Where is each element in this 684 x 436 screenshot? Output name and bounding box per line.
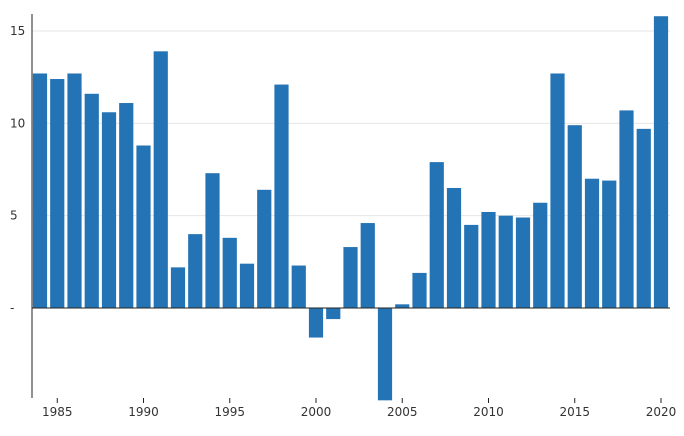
bar-2008 <box>446 187 462 308</box>
y-tick-label-0: - <box>10 301 14 315</box>
tick-labels: - 5 10 15 1985 1990 1995 2000 2005 2010 2015 2020 <box>10 24 676 419</box>
bar-1987 <box>84 93 99 308</box>
y-tick-label-15: 15 <box>10 24 25 38</box>
x-tick-label-2010: 2010 <box>473 405 504 419</box>
bar-1995 <box>222 237 237 308</box>
bar-2012 <box>515 217 531 308</box>
bars <box>32 16 669 401</box>
bar-2015 <box>567 125 582 309</box>
bar-2018 <box>619 110 634 308</box>
bar-2000 <box>308 308 324 338</box>
bar-2016 <box>584 178 600 308</box>
bar-2001 <box>326 308 341 320</box>
bar-1991 <box>153 51 168 309</box>
bar-2005 <box>395 304 410 308</box>
bar-1993 <box>188 234 203 308</box>
bar-2019 <box>636 128 651 308</box>
y-tick-label-10: 10 <box>10 116 25 130</box>
bar-2014 <box>550 73 565 308</box>
bar-2006 <box>412 272 427 308</box>
bar-1997 <box>257 189 272 308</box>
bar-1996 <box>239 263 255 308</box>
x-tick-label-2015: 2015 <box>559 405 590 419</box>
bar-1990 <box>136 145 151 308</box>
bar-2009 <box>464 224 479 308</box>
bar-2011 <box>498 215 513 308</box>
bar-1989 <box>119 103 134 309</box>
bar-2017 <box>602 180 617 308</box>
bar-2010 <box>481 211 496 308</box>
axes <box>31 14 670 403</box>
y-tick-label-5: 5 <box>10 209 18 223</box>
x-tick-label-2020: 2020 <box>646 405 677 419</box>
bar-1999 <box>291 265 306 308</box>
x-tick-label-1995: 1995 <box>214 405 245 419</box>
bar-1986 <box>67 73 82 308</box>
x-tick-label-2005: 2005 <box>387 405 418 419</box>
bar-1985 <box>50 79 65 308</box>
bar-1992 <box>170 267 186 308</box>
bar-1988 <box>101 112 117 308</box>
bar-2003 <box>360 223 375 308</box>
bar-1984 <box>32 73 48 308</box>
bar-2013 <box>533 202 548 308</box>
x-tick-label-2000: 2000 <box>301 405 332 419</box>
bar-1998 <box>274 84 289 308</box>
bar-2002 <box>343 247 358 308</box>
bar-2020 <box>653 16 669 308</box>
bar-2007 <box>429 162 444 308</box>
x-tick-label-1985: 1985 <box>42 405 73 419</box>
x-tick-label-1990: 1990 <box>128 405 159 419</box>
bar-2004 <box>377 308 393 401</box>
bar-1994 <box>205 173 220 308</box>
